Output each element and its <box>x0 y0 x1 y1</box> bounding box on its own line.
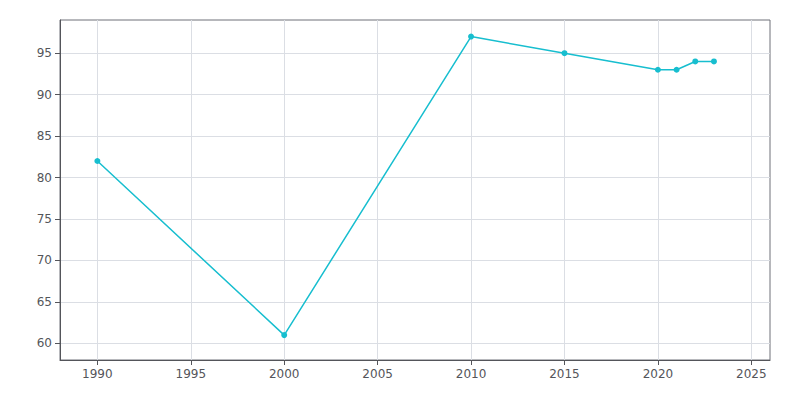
svg-text:70: 70 <box>37 253 52 267</box>
svg-text:80: 80 <box>37 171 52 185</box>
svg-text:75: 75 <box>37 212 52 226</box>
svg-text:95: 95 <box>37 46 52 60</box>
svg-text:2000: 2000 <box>269 367 300 381</box>
svg-text:60: 60 <box>37 336 52 350</box>
svg-text:65: 65 <box>37 295 52 309</box>
svg-text:2020: 2020 <box>643 367 674 381</box>
svg-text:85: 85 <box>37 129 52 143</box>
svg-text:1995: 1995 <box>176 367 207 381</box>
svg-text:90: 90 <box>37 88 52 102</box>
svg-text:2025: 2025 <box>736 367 767 381</box>
svg-text:2005: 2005 <box>362 367 393 381</box>
svg-text:2015: 2015 <box>549 367 580 381</box>
svg-text:1990: 1990 <box>82 367 113 381</box>
svg-text:2010: 2010 <box>456 367 487 381</box>
